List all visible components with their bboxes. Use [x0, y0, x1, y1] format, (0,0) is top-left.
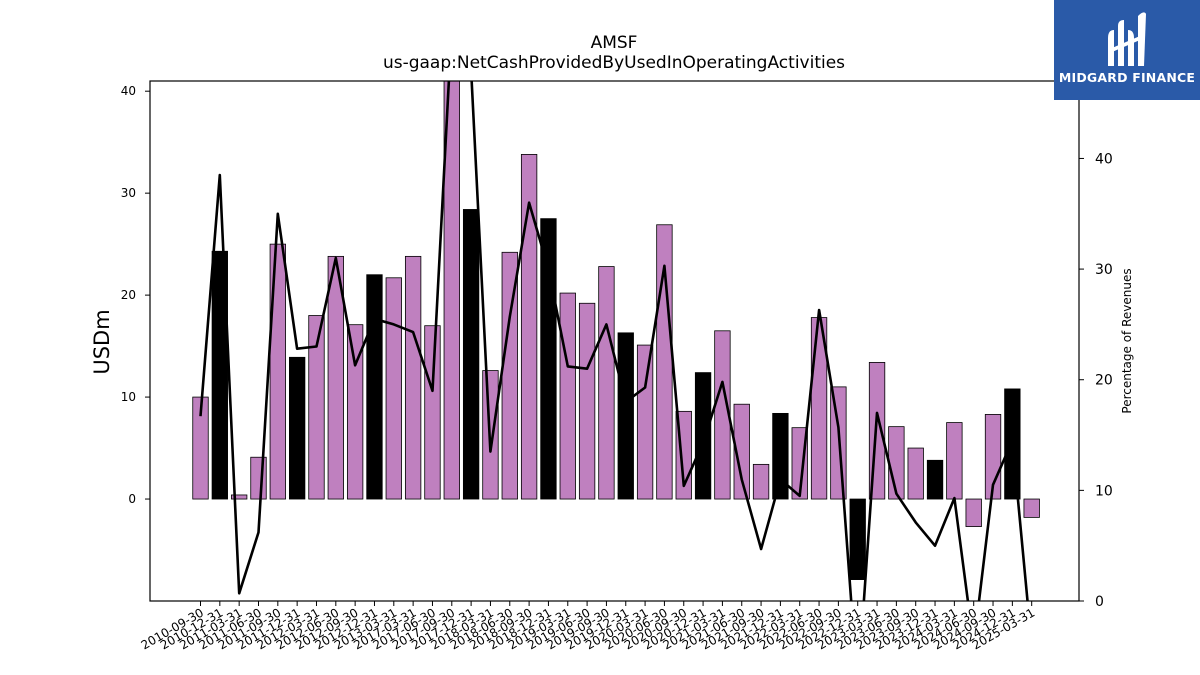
bar-2012-12-31 [366, 274, 383, 500]
bar-2018-12-31 [540, 218, 557, 500]
bar-2012-03-31 [308, 315, 325, 500]
bar-2012-09-30 [346, 324, 364, 500]
bar-2021-06-30 [733, 403, 750, 500]
bar-2019-06-30 [578, 302, 596, 500]
right-tick-label: 30 [1095, 262, 1113, 278]
bar-2021-09-30 [752, 463, 770, 500]
left-tick-label: 10 [121, 390, 136, 404]
bar-2023-09-30 [907, 447, 924, 500]
bar-2022-03-31 [791, 427, 808, 500]
bar-2012-06-30 [327, 255, 344, 500]
bar-2010-09-30 [192, 396, 209, 500]
left-tick-label: 30 [121, 186, 136, 200]
bar-2020-03-31 [636, 344, 654, 500]
revenue-pct-line [199, 81, 1029, 601]
plot-frame [149, 80, 1080, 602]
bar-2011-12-31 [288, 356, 306, 500]
x-axis-ticks: 2010-09-302010-12-312011-03-312011-06-30… [139, 601, 1037, 652]
logo-text: MIDGARD FINANCE [1058, 70, 1196, 85]
y-axis-label: USDm [90, 309, 114, 374]
bar-2024-03-31 [946, 422, 963, 500]
bar-2017-12-31 [462, 209, 480, 500]
logo-mark-icon [1108, 12, 1146, 66]
left-tick-label: 40 [121, 84, 136, 98]
right-tick-label: 0 [1095, 594, 1104, 610]
bar-2020-12-31 [694, 372, 712, 500]
midgard-finance-logo: MIDGARD FINANCE [1054, 0, 1200, 100]
right-tick-label: 40 [1095, 151, 1113, 167]
bar-2011-03-31 [231, 494, 248, 500]
bar-2013-03-31 [385, 277, 402, 500]
bar-2025-03-31 [1023, 498, 1040, 518]
bar-2022-12-31 [849, 498, 866, 580]
right-tick-label: 20 [1095, 373, 1113, 389]
left-tick-label: 20 [121, 288, 136, 302]
bar-2010-12-31 [211, 250, 228, 500]
revenue-pct-series [199, 81, 1029, 601]
bar-2019-03-31 [559, 292, 576, 500]
bar-2023-12-31 [926, 459, 944, 500]
bar-2011-09-30 [269, 243, 286, 500]
bar-2019-09-30 [598, 266, 615, 500]
left-tick-label: 0 [128, 492, 136, 506]
bar-2017-06-30 [424, 325, 441, 500]
bar-series [192, 81, 1040, 580]
bar-2021-12-31 [772, 412, 789, 500]
right-axis-ticks: 0 10 20 30 40 [1079, 151, 1113, 610]
left-axis-ticks: 0 10 20 30 40 [121, 84, 150, 506]
bar-2024-06-30 [965, 498, 982, 527]
y-axis-right-label: Percentage of Revenues [1120, 268, 1134, 413]
chart-subtitle: us-gaap:NetCashProvidedByUsedInOperating… [383, 53, 845, 73]
bar-2019-12-31 [617, 332, 634, 500]
bar-2017-03-31 [404, 255, 422, 500]
right-tick-label: 10 [1095, 483, 1113, 499]
bar-2017-09-30 [443, 81, 460, 500]
bar-2018-09-30 [520, 154, 538, 500]
chart-title: AMSF [591, 33, 638, 53]
